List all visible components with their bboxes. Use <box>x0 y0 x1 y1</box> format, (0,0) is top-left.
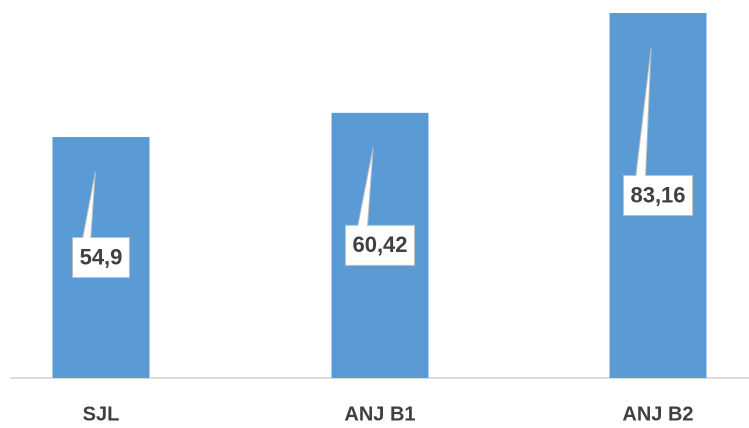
data-label-callout <box>72 171 130 279</box>
data-label: 54,9 <box>80 244 123 269</box>
x-tick-label: ANJ B2 <box>622 403 693 425</box>
x-tick-label: SJL <box>83 403 120 425</box>
data-label: 83,16 <box>630 182 685 207</box>
data-label-callout <box>622 47 694 216</box>
x-tick-label: ANJ B1 <box>344 403 415 425</box>
data-label-callout <box>344 147 416 266</box>
data-label: 60,42 <box>352 232 407 257</box>
